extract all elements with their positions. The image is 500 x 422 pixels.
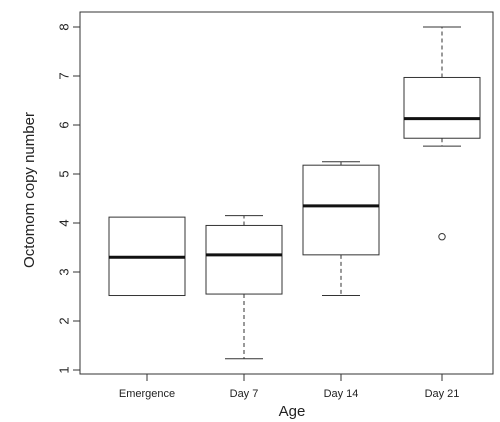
y-tick-label: 1 (57, 366, 72, 373)
x-tick-label: Day 14 (324, 388, 359, 400)
x-tick-label: Emergence (119, 388, 175, 400)
y-tick-label: 2 (57, 317, 72, 324)
x-axis-title: Age (279, 403, 306, 420)
y-tick-label: 6 (57, 121, 72, 128)
x-tick-label: Day 7 (230, 388, 259, 400)
box-iqr (403, 76, 481, 139)
y-tick-label: 3 (57, 268, 72, 275)
plot-frame (79, 11, 494, 375)
y-tick-label: 7 (57, 72, 72, 79)
y-tick-label: 4 (57, 219, 72, 226)
box-emergence (108, 216, 186, 297)
box-iqr (302, 164, 380, 256)
box-iqr (205, 224, 283, 295)
box-day-7 (205, 215, 283, 360)
box-day-14 (302, 161, 380, 297)
y-tick-label: 5 (57, 170, 72, 177)
y-axis-title: Octomom copy number (21, 112, 38, 268)
y-tick-label: 8 (57, 23, 72, 30)
box-day-21 (403, 26, 481, 241)
x-tick-label: Day 21 (425, 388, 460, 400)
outlier-point (438, 233, 446, 241)
